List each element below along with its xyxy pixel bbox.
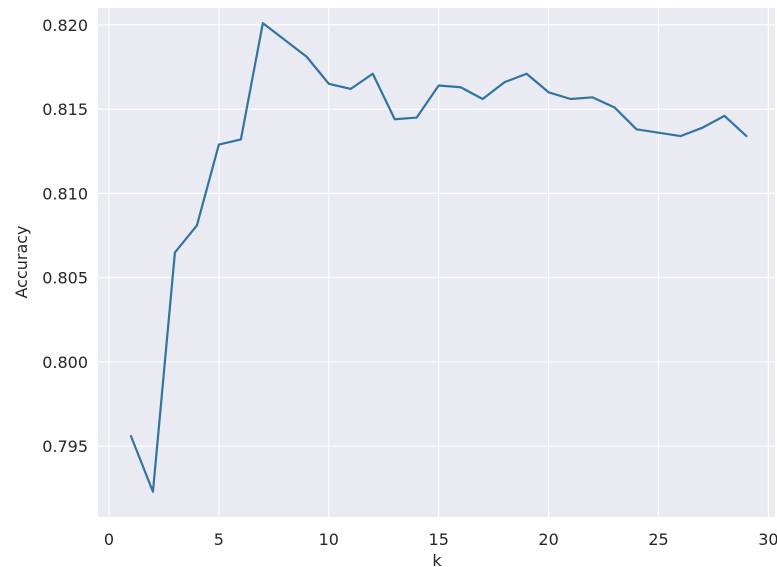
y-tick-label: 0.800 xyxy=(42,353,88,372)
x-tick-label: 0 xyxy=(104,530,114,549)
y-tick-label: 0.810 xyxy=(42,184,88,203)
x-tick-label: 5 xyxy=(214,530,224,549)
y-tick-label: 0.805 xyxy=(42,269,88,288)
y-tick-label: 0.820 xyxy=(42,16,88,35)
x-tick-label: 30 xyxy=(758,530,777,549)
x-tick-label: 25 xyxy=(648,530,668,549)
y-tick-label: 0.815 xyxy=(42,100,88,119)
plot-background xyxy=(98,8,775,517)
accuracy-line xyxy=(129,22,748,493)
x-axis-label: k xyxy=(432,551,442,567)
y-grid xyxy=(98,24,775,447)
x-tick-label: 10 xyxy=(319,530,339,549)
y-tick-labels: 0.795 0.800 0.805 0.810 0.815 0.820 xyxy=(42,16,88,456)
x-tick-labels: 0 5 10 15 20 25 30 xyxy=(104,530,777,549)
y-axis-label: Accuracy xyxy=(12,225,31,298)
x-tick-label: 15 xyxy=(429,530,449,549)
y-tick-label: 0.795 xyxy=(42,437,88,456)
x-tick-label: 20 xyxy=(538,530,558,549)
